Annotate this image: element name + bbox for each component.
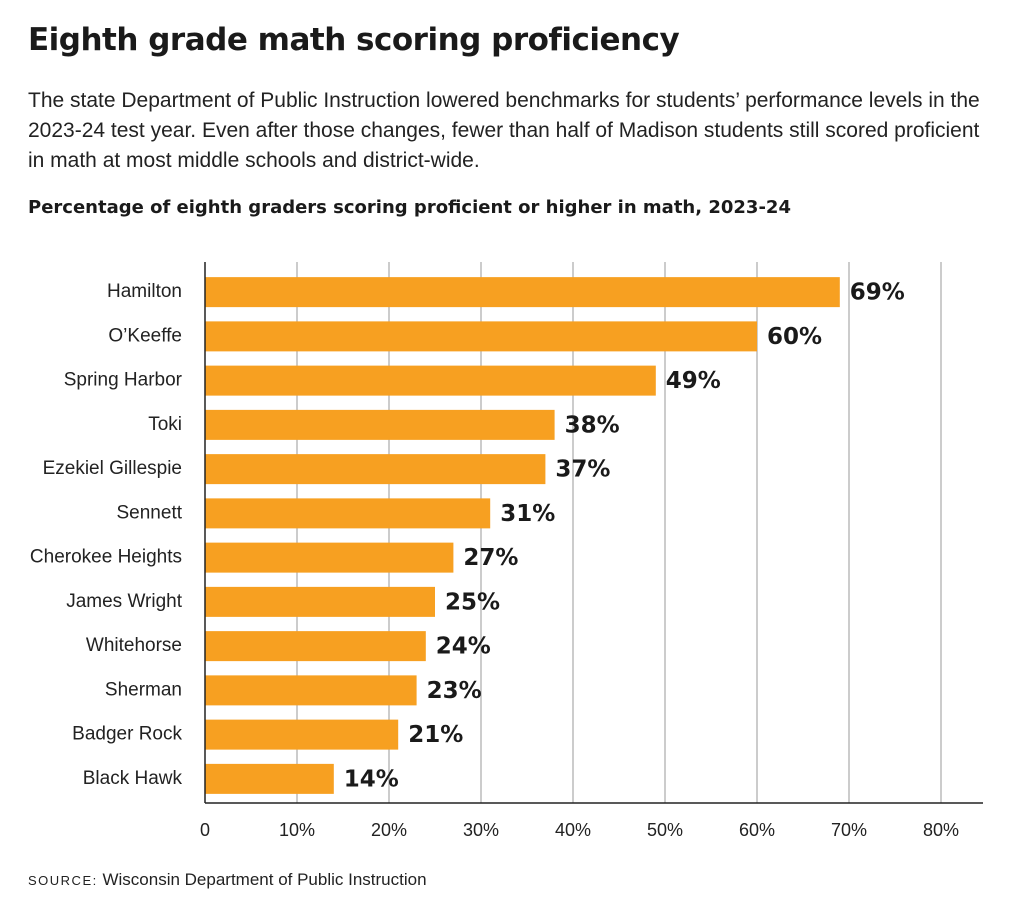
bar (205, 675, 417, 706)
subtitle: Percentage of eighth graders scoring pro… (28, 197, 791, 218)
bar (205, 321, 757, 352)
y-tick-label: Black Hawk (83, 768, 183, 789)
bar (205, 719, 399, 750)
value-label: 23% (427, 678, 482, 704)
bar (205, 631, 426, 662)
bar (205, 586, 435, 617)
x-tick-label: 20% (371, 820, 407, 840)
y-tick-label: Spring Harbor (64, 370, 183, 391)
bar (205, 365, 656, 396)
value-label: 49% (666, 368, 721, 394)
bar (205, 409, 555, 440)
bar (205, 763, 334, 794)
x-tick-label: 10% (279, 820, 315, 840)
y-tick-label: Sherman (105, 679, 182, 700)
x-tick-label: 60% (739, 820, 775, 840)
y-tick-label: Hamilton (107, 281, 182, 302)
value-label: 27% (463, 545, 518, 571)
value-label: 60% (767, 324, 822, 350)
y-tick-label: O’Keeffe (108, 325, 182, 346)
y-tick-label: James Wright (66, 591, 183, 612)
value-label: 38% (565, 412, 620, 438)
x-tick-label: 40% (555, 820, 591, 840)
value-label: 21% (408, 722, 463, 748)
bar (205, 542, 454, 573)
bar (205, 277, 840, 308)
x-tick-label: 50% (647, 820, 683, 840)
y-tick-label: Sennett (117, 502, 183, 523)
y-tick-label: Toki (148, 414, 182, 435)
x-tick-label: 80% (923, 820, 959, 840)
y-tick-label: Cherokee Heights (30, 547, 182, 568)
y-tick-label: Ezekiel Gillespie (43, 458, 182, 479)
y-tick-label: Badger Rock (72, 724, 182, 745)
value-label: 31% (500, 501, 555, 527)
source-text: Wisconsin Department of Public Instructi… (102, 870, 427, 889)
title: Eighth grade math scoring proficiency (28, 22, 680, 58)
source: SOURCE: Wisconsin Department of Public I… (28, 870, 427, 890)
value-label: 25% (445, 589, 500, 615)
source-label: SOURCE: (28, 873, 98, 888)
value-label: 14% (344, 766, 399, 792)
x-tick-label: 70% (831, 820, 867, 840)
value-label: 69% (850, 280, 905, 306)
x-tick-label: 0 (200, 820, 210, 840)
description: The state Department of Public Instructi… (28, 89, 980, 172)
value-label: 24% (436, 634, 491, 660)
x-tick-label: 30% (463, 820, 499, 840)
value-label: 37% (555, 457, 610, 483)
bar (205, 454, 546, 485)
bar (205, 498, 491, 529)
y-tick-label: Whitehorse (86, 635, 182, 656)
